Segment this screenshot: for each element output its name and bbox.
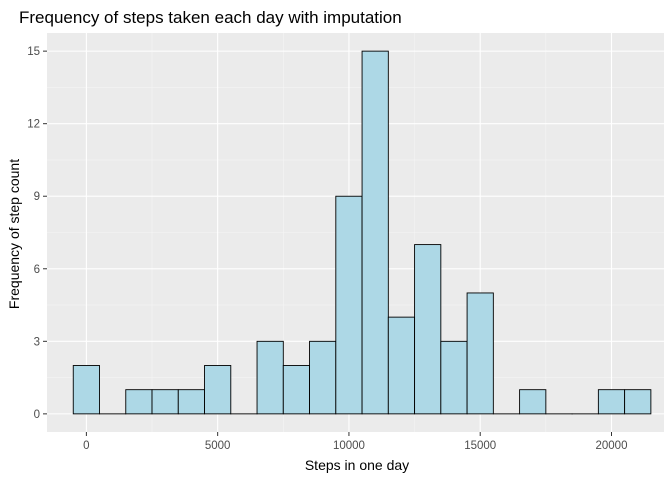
x-axis-title: Steps in one day bbox=[305, 457, 409, 473]
histogram-bar bbox=[387, 316, 416, 415]
y-tick-label: 15 bbox=[27, 46, 40, 58]
y-axis-ticks: 0 3 6 9 12 15 bbox=[27, 46, 47, 421]
chart-title: Frequency of steps taken each day with i… bbox=[19, 8, 402, 27]
x-tick-label: 15000 bbox=[464, 440, 496, 452]
y-tick-label: 3 bbox=[34, 336, 40, 348]
histogram-bar bbox=[309, 340, 337, 415]
histogram-bar bbox=[72, 365, 100, 415]
x-tick-label: 10000 bbox=[333, 440, 365, 452]
histogram-bars bbox=[72, 50, 652, 415]
histogram-bar bbox=[361, 50, 389, 415]
x-axis-ticks: 0 5000 10000 15000 20000 bbox=[83, 432, 627, 452]
x-tick-label: 5000 bbox=[205, 440, 231, 452]
histogram-bar bbox=[282, 365, 311, 415]
histogram-bar bbox=[204, 365, 232, 415]
x-tick-label: 20000 bbox=[595, 440, 627, 452]
y-axis-title: Frequency of step count bbox=[6, 159, 22, 309]
histogram-bar bbox=[177, 389, 205, 415]
histogram-bar bbox=[256, 340, 284, 415]
x-tick-label: 0 bbox=[83, 440, 89, 452]
y-tick-label: 6 bbox=[34, 264, 40, 276]
histogram-bar bbox=[335, 195, 363, 415]
y-tick-label: 12 bbox=[27, 119, 40, 131]
histogram-bar bbox=[466, 292, 494, 415]
histogram-bar bbox=[151, 389, 179, 415]
histogram-bar bbox=[624, 389, 652, 415]
histogram-bar bbox=[125, 389, 153, 415]
histogram-bar bbox=[414, 244, 442, 415]
histogram-bar bbox=[597, 389, 626, 415]
histogram-bar bbox=[440, 340, 468, 415]
y-tick-label: 0 bbox=[34, 409, 40, 421]
y-tick-label: 9 bbox=[34, 191, 40, 203]
histogram-bar bbox=[519, 389, 547, 415]
